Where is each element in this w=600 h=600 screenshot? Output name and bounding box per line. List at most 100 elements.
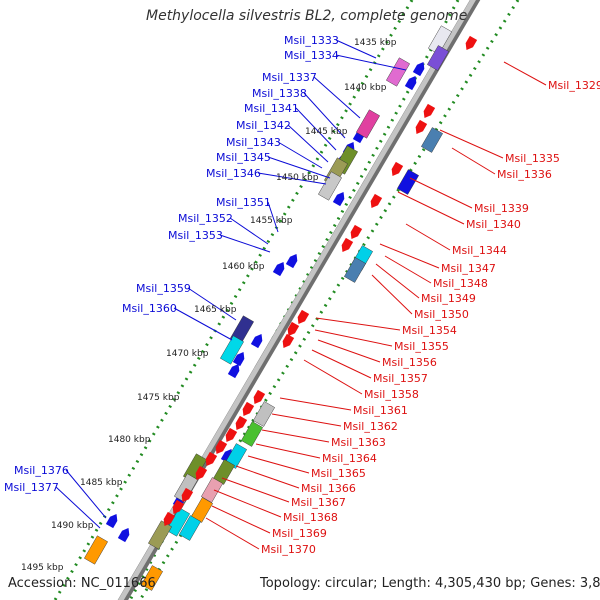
reverse-gene-label: Msil_1350 [414,308,469,321]
forward-gene-label: Msil_1337 [262,71,317,84]
scale-label: 1495 kbp [21,563,64,573]
forward-gene-leader [335,54,407,71]
gene-block [201,477,223,503]
forward-gene-label: Msil_1376 [14,464,69,477]
forward-gene-label: Msil_1343 [226,136,281,149]
gene-block-body [356,109,380,139]
reverse-gene-leader [397,191,465,225]
reverse-gene-leader [279,397,352,411]
forward-gene-leader [257,172,327,185]
gene-arrow-shape [235,415,248,431]
forward-gene-label: Msil_1341 [244,102,299,115]
forward-gene-label: Msil_1359 [136,282,191,295]
reverse-gene-label: Msil_1370 [261,543,316,556]
reverse-gene-arrow [287,321,300,337]
reverse-gene-leader [303,359,363,395]
accession-text: Accession: NC_011666 [8,576,156,591]
reverse-gene-label: Msil_1355 [394,340,449,353]
reverse-gene-arrow [297,309,310,325]
reverse-gene-label: Msil_1344 [452,244,507,257]
gene-arrow-shape [250,333,263,349]
reverse-gene-label: Msil_1335 [505,152,560,165]
gene-block [428,25,452,55]
reverse-gene-leader [213,489,282,518]
gene-block [253,401,275,427]
forward-gene-arrow [105,513,118,529]
reverse-gene-arrow [163,511,176,527]
reverse-gene-leader [315,317,401,331]
reverse-gene-arrow [235,415,248,431]
gene-arrow-shape [370,193,383,209]
scale-label: 1450 kbp [276,173,319,183]
reverse-gene-leader [205,517,260,550]
gene-arrow-shape [404,75,417,91]
forward-gene-arrow [272,261,285,277]
forward-gene-label: Msil_1338 [252,87,307,100]
forward-gene-leader [277,141,323,169]
forward-gene-leader [313,76,361,119]
reverse-gene-leader [375,263,420,299]
gene-arrow-shape [465,35,478,51]
reverse-gene-arrow [415,119,428,135]
gene-block-body [428,25,452,55]
gene-block [220,335,244,365]
reverse-gene-leader [314,329,393,347]
gene-arrow-shape [232,351,245,367]
scale-label: 1460 kbp [222,262,265,272]
gene-block [241,421,263,447]
gene-block-body [84,535,108,565]
reverse-gene-leader [371,274,413,315]
gene-arrow-shape [227,363,240,379]
reverse-gene-label: Msil_1339 [474,202,529,215]
forward-gene-leader [219,234,271,253]
forward-gene-arrow [412,61,425,77]
reverse-gene-leader [405,223,451,251]
scale-label: 1465 kbp [194,305,237,315]
gene-block-body [241,421,263,447]
reverse-gene-leader [261,429,330,443]
reverse-gene-leader [379,243,440,269]
reverse-gene-arrow [423,103,436,119]
scale-label: 1455 kbp [250,216,293,226]
forward-gene-leader [173,307,233,341]
reverse-gene-arrow [391,161,404,177]
reverse-gene-leader [311,349,372,379]
gene-arrow-shape [215,439,228,455]
forward-gene-leader [267,156,331,179]
reverse-gene-arrow [341,237,354,253]
forward-gene-label: Msil_1353 [168,229,223,242]
reverse-gene-arrow [253,389,266,405]
gene-block-body [201,477,223,503]
forward-gene-leader [267,201,279,233]
reverse-gene-label: Msil_1358 [364,388,419,401]
forward-gene-leader [335,39,377,59]
forward-gene-label: Msil_1351 [216,196,271,209]
gene-block [397,169,419,195]
reverse-gene-arrow [215,439,228,455]
gene-arrow-shape [341,237,354,253]
reverse-gene-leader [503,61,547,86]
gene-block-body [179,515,201,541]
reverse-gene-label: Msil_1364 [322,452,377,465]
reverse-gene-leader [317,339,381,363]
reverse-gene-leader [247,455,310,474]
reverse-gene-leader [409,177,473,209]
reverse-gene-label: Msil_1348 [433,277,488,290]
scale-label: 1440 kbp [344,83,387,93]
gene-arrow-shape [117,527,130,543]
gene-arrow-shape [242,401,255,417]
gene-block-body [421,127,443,153]
forward-gene-arrow [404,75,417,91]
forward-gene-leader [303,92,346,139]
scale-label: 1485 kbp [80,478,123,488]
scale-label: 1490 kbp [51,521,94,531]
forward-gene-arrow [227,363,240,379]
reverse-gene-leader [384,255,432,284]
reverse-gene-leader [255,443,321,459]
forward-gene-arrow [285,253,298,269]
gene-arrow-shape [282,333,295,349]
gene-arrow-shape [163,511,176,527]
forward-gene-label: Msil_1377 [4,481,59,494]
gene-arrow-shape [412,61,425,77]
